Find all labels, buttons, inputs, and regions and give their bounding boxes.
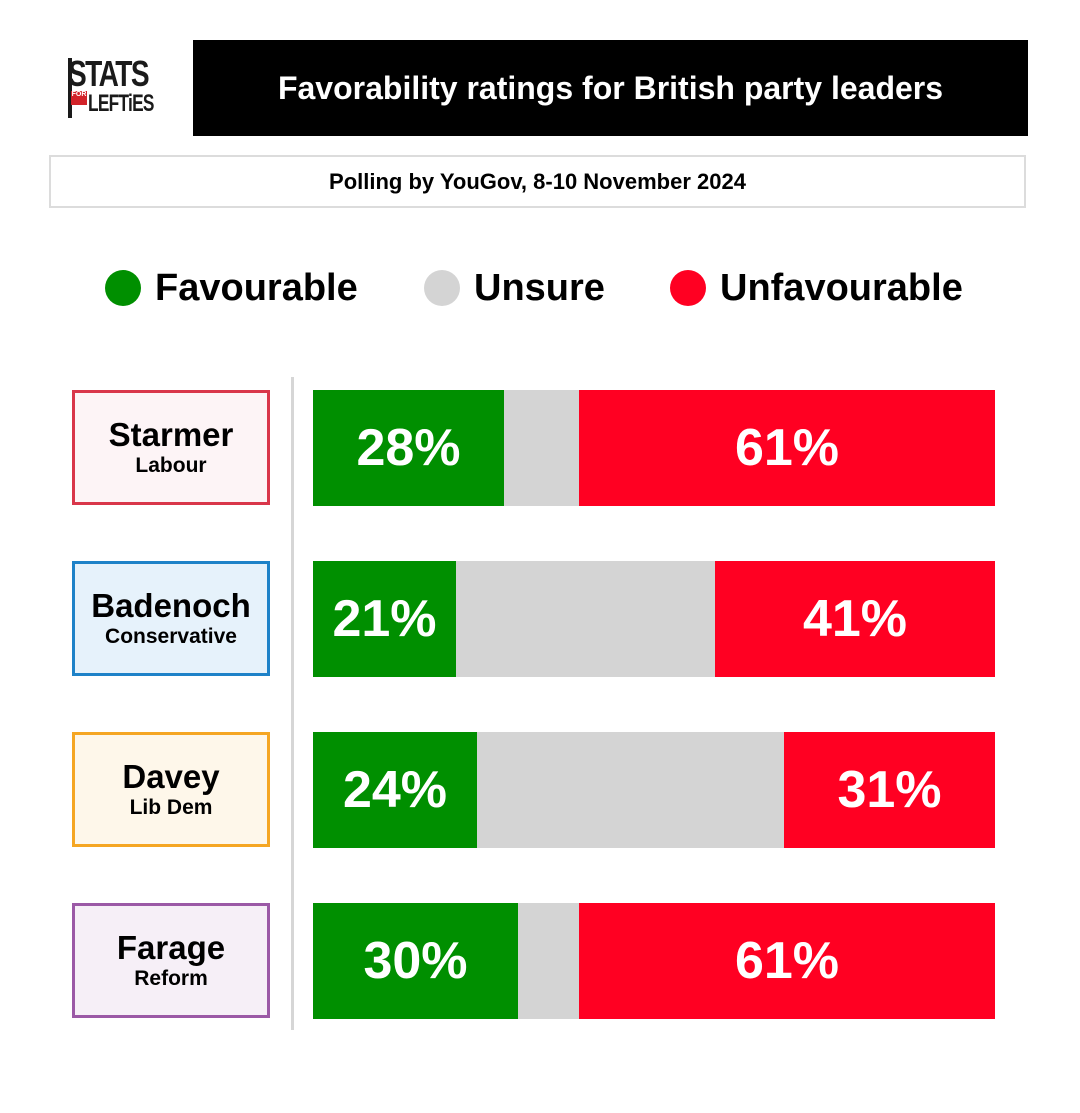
bar-unfavourable-davey: 31% (784, 732, 995, 848)
bar-unfavourable-starmer: 61% (579, 390, 995, 506)
party-name: Labour (135, 453, 207, 477)
legend-label-unsure: Unsure (474, 266, 605, 309)
bar-unsure-badenoch (456, 561, 715, 677)
legend-label-favourable: Favourable (155, 266, 358, 309)
leader-name: Davey (122, 757, 220, 795)
data-label-unfavourable-davey: 31% (837, 761, 942, 819)
logo-lefties-text: LEFTiES (88, 90, 154, 117)
party-name: Conservative (105, 624, 237, 648)
leader-name: Starmer (108, 415, 234, 453)
legend-dot-favourable (105, 270, 141, 306)
logo-stats-text: STATS (68, 53, 150, 94)
bar-favourable-starmer: 28% (313, 390, 504, 506)
data-label-unfavourable-farage: 61% (734, 932, 840, 990)
party-name: Lib Dem (129, 795, 213, 819)
stats-for-lefties-logo: STATS FOR LEFTiES (68, 53, 160, 120)
bar-favourable-farage: 30% (313, 903, 518, 1019)
bar-unsure-davey (477, 732, 784, 848)
legend: Favourable Unsure Unfavourable (0, 262, 1080, 314)
bar-row-badenoch: 21% 41% (313, 561, 995, 677)
chart-axis-divider (291, 377, 294, 1030)
bar-favourable-davey: 24% (313, 732, 477, 848)
data-label-favourable-starmer: 28% (356, 419, 461, 477)
bar-unsure-farage (518, 903, 579, 1019)
chart-subtitle: Polling by YouGov, 8-10 November 2024 (49, 155, 1026, 208)
leader-box-starmer: Starmer Labour (72, 390, 270, 505)
leader-name: Badenoch (91, 586, 251, 624)
data-label-favourable-badenoch: 21% (332, 590, 437, 648)
party-name: Reform (134, 966, 208, 990)
bar-row-starmer: 28% 61% (313, 390, 995, 506)
logo-for-badge: FOR (71, 91, 87, 105)
bar-row-davey: 24% 31% (313, 732, 995, 848)
bar-unfavourable-badenoch: 41% (715, 561, 995, 677)
data-label-favourable-farage: 30% (363, 932, 468, 990)
bar-row-farage: 30% 61% (313, 903, 995, 1019)
leader-name: Farage (116, 928, 226, 966)
leader-box-farage: Farage Reform (72, 903, 270, 1018)
bar-unfavourable-farage: 61% (579, 903, 995, 1019)
legend-dot-unfavourable (670, 270, 706, 306)
legend-item-favourable: Favourable (105, 262, 358, 314)
data-label-favourable-davey: 24% (342, 761, 448, 819)
legend-item-unfavourable: Unfavourable (670, 262, 963, 314)
legend-dot-unsure (424, 270, 460, 306)
data-label-unfavourable-starmer: 61% (734, 419, 840, 477)
bar-unsure-starmer (504, 390, 579, 506)
bar-favourable-badenoch: 21% (313, 561, 456, 677)
data-label-unfavourable-badenoch: 41% (802, 590, 908, 648)
legend-item-unsure: Unsure (424, 262, 605, 314)
legend-label-unfavourable: Unfavourable (720, 266, 963, 309)
leader-box-badenoch: Badenoch Conservative (72, 561, 270, 676)
logo-bar (68, 58, 72, 118)
leader-box-davey: Davey Lib Dem (72, 732, 270, 847)
chart-title: Favorability ratings for British party l… (193, 40, 1028, 136)
